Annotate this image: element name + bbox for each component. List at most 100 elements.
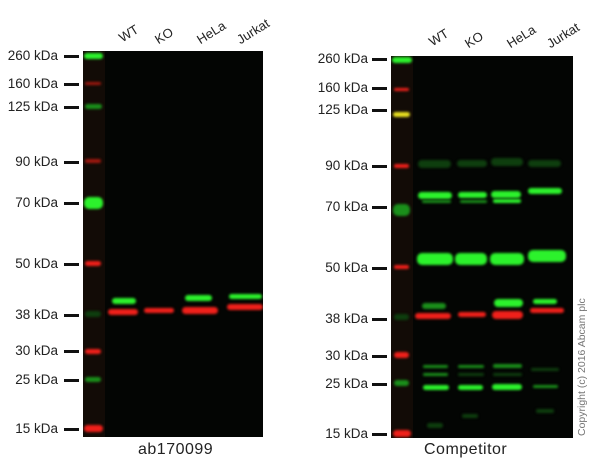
blot-band (528, 250, 566, 262)
marker-tick (64, 106, 79, 109)
lane-label-ko: KO (462, 28, 486, 51)
blot-band (494, 299, 523, 307)
blot-band (458, 373, 484, 376)
blot-band (393, 204, 410, 216)
blot-image (83, 51, 263, 437)
blot-band (423, 385, 449, 390)
marker-label: 38 kDa (325, 311, 368, 326)
blot-band (457, 160, 487, 167)
marker-label: 160 kDa (317, 80, 368, 95)
marker-tick (64, 379, 79, 382)
blot-band (491, 158, 523, 166)
panel-caption: ab170099 (138, 441, 214, 458)
marker-label: 30 kDa (15, 343, 58, 358)
blot-band (112, 298, 136, 304)
marker-tick (372, 267, 387, 270)
blot-band (458, 365, 484, 368)
blot-band (492, 384, 522, 390)
blot-band (393, 112, 410, 117)
ladder-lane (391, 56, 413, 438)
blot-band (394, 164, 409, 168)
blot-band (85, 311, 101, 317)
marker-label: 260 kDa (7, 48, 58, 63)
blot-band (458, 312, 486, 317)
marker-tick (64, 161, 79, 164)
marker-label: 30 kDa (325, 348, 368, 363)
blot-band (533, 385, 558, 388)
marker-tick (372, 206, 387, 209)
marker-tick (372, 433, 387, 436)
blot-band (392, 57, 412, 63)
blot-band (229, 294, 262, 299)
marker-tick (64, 202, 79, 205)
marker-label: 90 kDa (325, 158, 368, 173)
ladder-lane (83, 51, 105, 437)
blot-band (458, 385, 483, 390)
blot-band (85, 377, 101, 382)
marker-label: 160 kDa (7, 76, 58, 91)
marker-tick (64, 314, 79, 317)
marker-tick (372, 318, 387, 321)
marker-label: 25 kDa (15, 372, 58, 387)
blot-band (458, 192, 487, 198)
blot-band (490, 253, 524, 265)
blot-band (144, 308, 174, 313)
marker-tick (372, 355, 387, 358)
blot-band (415, 313, 451, 319)
blot-band (84, 197, 103, 209)
blot-band (108, 309, 138, 315)
lane-label-wt: WT (116, 21, 142, 45)
blot-band (530, 308, 564, 313)
marker-tick (64, 263, 79, 266)
blot-band (394, 352, 409, 358)
marker-tick (372, 383, 387, 386)
marker-tick (64, 55, 79, 58)
blot-band (455, 253, 487, 265)
blot-band (460, 200, 487, 203)
blot-band (393, 430, 411, 437)
blot-band (492, 311, 523, 319)
blot-band (418, 160, 451, 168)
blot-band (462, 414, 478, 418)
lane-label-hela: HeLa (194, 17, 229, 47)
marker-tick (64, 83, 79, 86)
marker-tick (372, 165, 387, 168)
blot-band (533, 299, 557, 304)
blot-band (84, 53, 103, 59)
lane-label-ko: KO (152, 24, 176, 47)
blot-band (493, 364, 522, 368)
blot-band (185, 295, 212, 301)
lane-label-wt: WT (426, 25, 452, 49)
blot-band (422, 303, 446, 309)
blot-band (394, 265, 409, 269)
blot-band (531, 368, 559, 371)
blot-band (227, 304, 263, 310)
blot-band (85, 261, 101, 266)
blot-band (394, 88, 409, 91)
lane-label-jurkat: Jurkat (544, 19, 583, 51)
marker-label: 125 kDa (7, 99, 58, 114)
blot-band (536, 409, 554, 413)
blot-band (528, 188, 562, 194)
blot-band (493, 199, 521, 203)
blot-band (423, 373, 448, 376)
blot-band (528, 160, 561, 167)
marker-tick (372, 109, 387, 112)
blot-band (85, 349, 101, 354)
marker-label: 50 kDa (15, 256, 58, 271)
marker-tick (372, 87, 387, 90)
marker-tick (372, 58, 387, 61)
blot-band (85, 104, 102, 109)
blot-band (85, 159, 101, 163)
blot-band (422, 200, 451, 203)
lane-label-hela: HeLa (504, 21, 539, 51)
blot-band (394, 380, 409, 386)
copyright-text: Copyright (c) 2016 Abcam plc (576, 298, 588, 436)
marker-label: 125 kDa (317, 102, 368, 117)
marker-label: 15 kDa (325, 426, 368, 441)
panel-caption: Competitor (424, 441, 508, 458)
blot-band (84, 425, 103, 432)
marker-label: 50 kDa (325, 260, 368, 275)
marker-label: 90 kDa (15, 154, 58, 169)
blot-band (394, 314, 409, 320)
